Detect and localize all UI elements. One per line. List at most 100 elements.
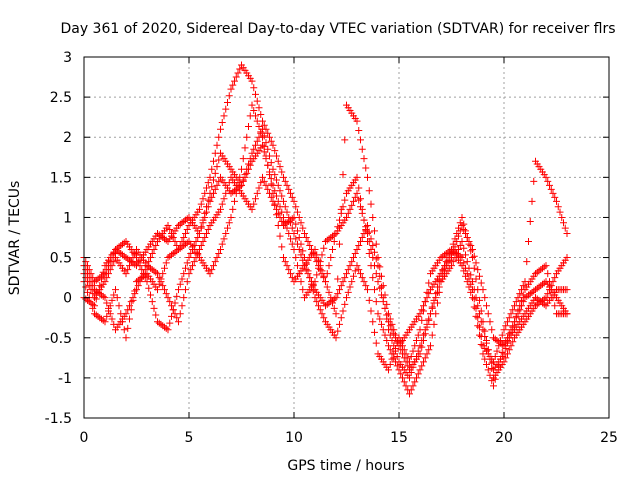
data-point [180,294,188,302]
data-point [383,300,391,308]
x-tick-label: 10 [285,430,303,446]
data-point [341,274,349,282]
data-point [260,177,268,185]
data-point [316,262,324,270]
data-point [458,262,466,270]
data-point [122,334,130,342]
data-point [486,371,494,379]
data-point [507,326,515,334]
data-point [334,223,342,231]
data-point [311,246,319,254]
series-track-3 [80,141,571,398]
data-point [250,84,258,92]
data-point [540,263,548,271]
data-point [215,156,223,164]
data-point [171,238,179,246]
data-point [162,236,170,244]
data-point [229,205,237,213]
data-point [206,197,214,205]
data-point [295,234,303,241]
y-tick-label: -1 [58,371,72,387]
data-point [136,262,144,270]
data-point [211,169,219,177]
data-point [402,358,410,366]
data-point [164,326,172,334]
data-point [351,250,359,258]
data-point [434,283,441,291]
data-point [183,215,191,223]
data-point [332,229,340,237]
data-point [108,296,116,304]
data-point [224,98,231,106]
data-point [435,288,443,296]
data-point [162,259,170,267]
data-point [182,264,189,272]
data-point [287,235,294,243]
data-point [351,267,359,275]
data-point [358,274,366,282]
plot-border [83,56,610,419]
data-point [360,216,368,224]
data-point [297,240,305,248]
data-point [365,187,373,195]
data-point [341,196,349,204]
data-point [378,272,385,280]
data-point [183,259,191,267]
data-point [341,300,349,308]
data-point [122,270,130,278]
data-point [385,342,392,350]
data-point [470,295,478,303]
data-point [378,283,385,291]
data-point [250,200,258,208]
data-point [192,238,200,246]
data-point [318,310,326,318]
data-point [420,336,427,344]
axis-ticks: 0 5 10 15 20 25 -1.5 -1 -0.5 0 0.5 1 1.5 2 2.5 3 [45,50,618,446]
data-point [203,184,210,192]
data-point [182,229,189,237]
data-point [257,128,265,136]
data-point [421,298,429,306]
data-point [372,255,380,263]
data-point [154,270,161,278]
data-point [416,366,424,374]
data-point [294,262,301,270]
data-point [196,205,203,213]
data-point [183,239,191,247]
data-point [294,227,301,235]
data-point [355,266,363,274]
data-point [262,125,270,133]
data-point [418,362,426,370]
data-point [477,279,485,287]
data-point [449,240,457,248]
data-point [288,193,296,201]
data-point [563,286,571,294]
data-point [477,340,485,348]
data-point [502,338,510,346]
data-point [371,227,378,235]
data-point [224,224,231,232]
data-point [199,195,207,203]
data-point [344,266,352,274]
data-point [491,352,499,360]
data-point [549,189,557,197]
data-point [299,247,307,255]
data-point [178,275,186,283]
data-point [406,390,413,398]
data-point [157,278,165,286]
data-point [112,286,119,294]
data-point [386,346,394,354]
data-point [133,286,140,294]
data-point [500,326,508,334]
data-point [222,189,230,197]
data-point [288,215,296,223]
data-point [225,92,233,100]
data-point [136,278,144,286]
data-point [208,193,216,201]
data-point [120,239,128,247]
data-point [246,161,254,169]
data-point [294,208,301,216]
data-point [318,267,326,275]
